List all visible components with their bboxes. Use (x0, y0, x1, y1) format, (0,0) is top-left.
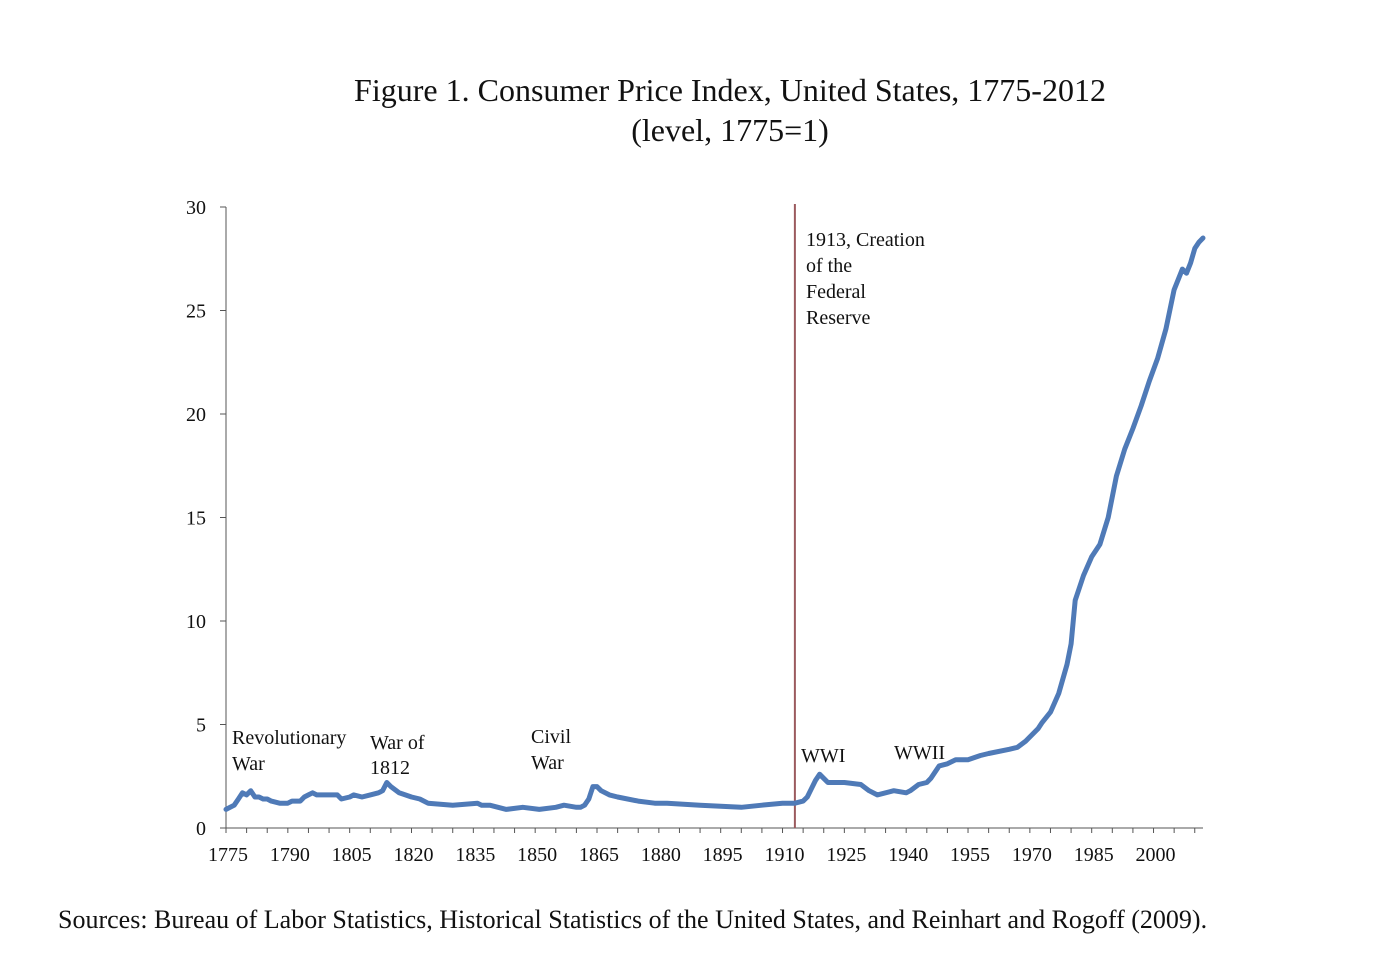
y-tick-label: 20 (186, 404, 206, 426)
x-tick-label: 1850 (517, 844, 557, 866)
x-tick-label: 1985 (1074, 844, 1114, 866)
annotation-civil-war: Civil War (531, 726, 571, 774)
x-tick-label: 1865 (579, 844, 619, 866)
x-tick-label: 1970 (1012, 844, 1052, 866)
x-tick-label: 1835 (455, 844, 495, 866)
x-tick-label: 1775 (208, 844, 248, 866)
x-tick-label: 1940 (888, 844, 928, 866)
x-tick-label: 1925 (826, 844, 866, 866)
y-tick-label: 30 (186, 197, 206, 219)
plot-area (223, 235, 1206, 812)
x-tick-label: 1910 (765, 844, 805, 866)
annotation-wwi: WWI (801, 745, 845, 767)
annotation-war-of-1812: War of 1812 (370, 732, 425, 779)
cpi-series-line (223, 235, 1206, 812)
x-tick-label: 2000 (1136, 844, 1176, 866)
x-tick-label: 1895 (703, 844, 743, 866)
x-tick-label: 1790 (270, 844, 310, 866)
chart-subtitle: (level, 1775=1) (631, 112, 829, 148)
annotation-wwii: WWII (894, 742, 945, 764)
y-tick-label: 0 (196, 818, 206, 840)
x-tick-label: 1805 (332, 844, 372, 866)
y-tick-label: 5 (196, 715, 206, 737)
annotation-revolutionary-war: Revolutionary War (232, 727, 346, 775)
x-tick-label: 1955 (950, 844, 990, 866)
sources-note: Sources: Bureau of Labor Statistics, His… (58, 905, 1208, 934)
chart-title-block: Figure 1. Consumer Price Index, United S… (0, 70, 1394, 150)
y-tick-label: 25 (186, 301, 206, 323)
x-tick-label: 1880 (641, 844, 681, 866)
y-tick-label: 15 (186, 508, 206, 530)
annotations: Revolutionary War War of 1812 Civil War WWI WWI… (232, 229, 945, 779)
annotation-federal-reserve: 1913, Creation of the Federal Reserve (806, 229, 925, 329)
chart-title: Figure 1. Consumer Price Index, United S… (354, 72, 1106, 108)
axes: 0 5 10 15 20 25 30 1775 1790 1805 1820 1835 1850 1865… (186, 197, 1203, 866)
x-tick-label: 1820 (394, 844, 434, 866)
y-tick-label: 10 (186, 611, 206, 633)
